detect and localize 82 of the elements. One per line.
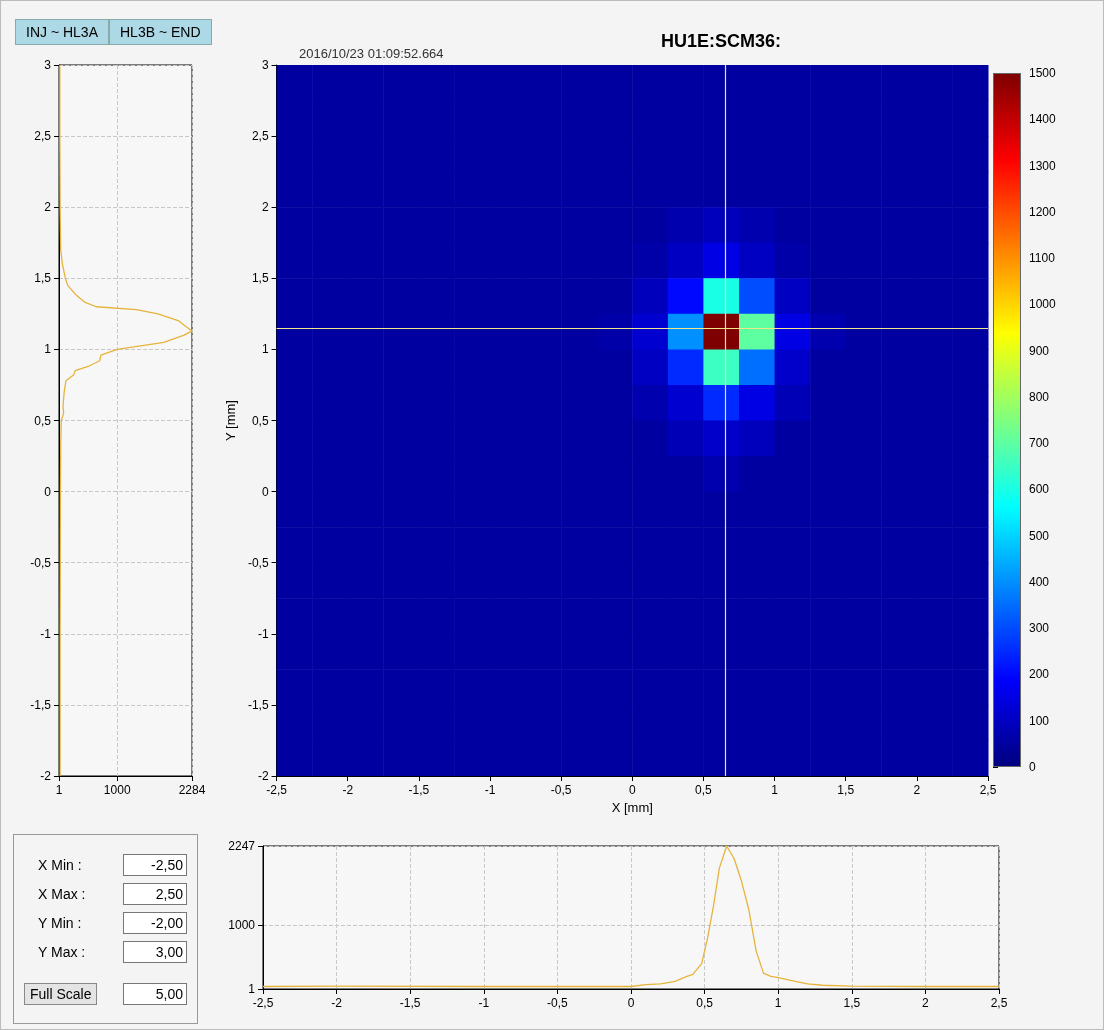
- x-tick-label: -1,5: [399, 996, 421, 1010]
- text-field: 2,50: [123, 883, 187, 905]
- y-tick-label: 3: [261, 58, 269, 72]
- y-tick-label: 1,5: [251, 271, 269, 286]
- y-tick-label: 0,5: [251, 413, 269, 428]
- color-bar-label: 100: [1029, 713, 1050, 728]
- y-tick-label: 3: [44, 58, 52, 72]
- y-tick-label: 2: [261, 200, 269, 215]
- color-bar-label: 900: [1029, 343, 1050, 358]
- text-field: -2,50: [123, 854, 187, 876]
- y-tick-label: -1,5: [30, 697, 52, 712]
- x-tick-label: 0: [628, 783, 636, 797]
- y-tick-label: 0: [44, 484, 52, 499]
- x-tick-label: 2284: [178, 783, 206, 797]
- x-tick-label: 1,5: [837, 783, 855, 797]
- color-bar-label: 1100: [1029, 251, 1056, 266]
- color-bar-label: 1300: [1029, 158, 1057, 173]
- x-tick-label: -1: [478, 996, 490, 1010]
- x-tick-label: -2: [331, 996, 343, 1010]
- color-bar-label: 200: [1029, 667, 1050, 682]
- chart-title: HU1E:SCM36:: [660, 31, 782, 51]
- x-tick-label: 0,5: [695, 783, 713, 797]
- color-bar-label: 400: [1029, 574, 1050, 589]
- text-field: -2,00: [123, 912, 187, 934]
- y-tick-label: 0: [261, 484, 269, 499]
- x-tick-label: -2,5: [252, 996, 274, 1010]
- color-bar-label: 1500: [1029, 66, 1057, 80]
- x-tick-label: 2: [913, 783, 921, 797]
- text: Y Max :: [38, 944, 86, 960]
- text-field: 3,00: [123, 941, 187, 963]
- button: INJ ~ HL3A: [15, 19, 109, 45]
- color-bar-label: 1000: [1029, 297, 1057, 312]
- x-tick-label: -1,5: [408, 783, 430, 797]
- color-bar-label: 0: [1029, 760, 1036, 774]
- x-tick-label: 1,5: [843, 996, 861, 1010]
- color-bar-label: 800: [1029, 389, 1050, 404]
- color-bar-label: 500: [1029, 528, 1050, 543]
- text: X Max :: [38, 886, 86, 902]
- color-bar-label: 1200: [1029, 204, 1057, 219]
- color-bar-label: 700: [1029, 436, 1050, 451]
- x-tick-label: 1: [55, 783, 63, 797]
- text: Y Min :: [38, 915, 82, 931]
- x-tick-label: -0,5: [547, 996, 569, 1010]
- text: X Min :: [38, 857, 82, 873]
- x-tick-label: 2,5: [979, 783, 997, 797]
- y-tick-label: 0,5: [34, 413, 52, 428]
- y-tick-label: 1: [44, 342, 52, 357]
- button: Full Scale: [24, 983, 98, 1005]
- text-field: 5,00: [123, 983, 187, 1005]
- x-tick-label: 2: [922, 996, 930, 1010]
- x-tick-label: -2: [342, 783, 354, 797]
- x-tick-label: -2,5: [266, 783, 288, 797]
- y-tick-label: -0,5: [30, 555, 52, 570]
- button: HL3B ~ END: [109, 19, 212, 45]
- y-tick-label: 1,5: [34, 271, 52, 286]
- text: 2016/10/23 01:09:52.664: [299, 46, 444, 61]
- x-tick-label: 1: [771, 783, 779, 797]
- y-tick-label: 1: [248, 982, 256, 996]
- x-tick-label: 0: [627, 996, 635, 1010]
- x-tick-label: 1: [774, 996, 782, 1010]
- color-bar-label: 1400: [1029, 112, 1057, 127]
- x-tick-label: -0,5: [550, 783, 572, 797]
- x-axis-title: X [mm]: [611, 799, 653, 815]
- y-tick-label: 2,5: [251, 129, 269, 144]
- y-tick-label: 1000: [228, 918, 256, 933]
- y-tick-label: -0,5: [247, 555, 269, 570]
- x-tick-label: 1000: [103, 783, 131, 797]
- x-tick-label: 2,5: [990, 996, 1008, 1010]
- y-tick-label: -1: [40, 626, 52, 641]
- x-tick-label: 0,5: [696, 996, 714, 1010]
- y-tick-label: -2: [40, 769, 52, 783]
- y-tick-label: 1: [261, 342, 269, 357]
- y-tick-label: 2,5: [34, 129, 52, 144]
- x-tick-label: -1: [484, 783, 496, 797]
- y-tick-label: 2: [44, 200, 52, 215]
- y-tick-label: 2247: [228, 839, 256, 853]
- y-axis-title: Y [mm]: [223, 400, 238, 441]
- y-tick-label: -1: [257, 626, 269, 641]
- y-tick-label: -2: [257, 769, 269, 783]
- y-tick-label: -1,5: [247, 697, 269, 712]
- color-bar-label: 600: [1029, 482, 1050, 497]
- color-bar-label: 300: [1029, 621, 1050, 636]
